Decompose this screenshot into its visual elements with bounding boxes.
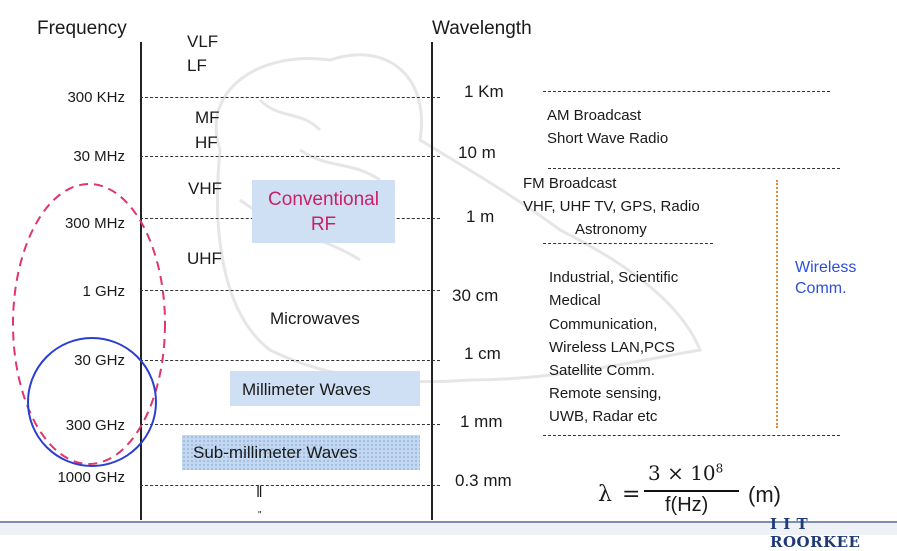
- frequency-axis-line: [140, 42, 142, 520]
- millimeter-waves-box: [230, 371, 420, 406]
- band-vlf: VLF: [187, 32, 219, 51]
- app-vhf-uhf-tv: VHF, UHF TV, GPS, Radio: [523, 198, 700, 215]
- separator-am-fm: [548, 168, 840, 169]
- conventional-rf-label: Conventional RF: [252, 187, 395, 237]
- freq-tick-label: 300 KHz: [67, 89, 125, 106]
- app-medical: Medical: [549, 292, 601, 309]
- gridline-1ghz: [140, 290, 440, 291]
- continuation-mark: ‖: [256, 484, 263, 501]
- iit-roorkee-logo: I I T ROORKEE: [770, 515, 861, 551]
- formula-numerator: 3 × 108: [648, 461, 723, 485]
- highlight-overlay: [12, 183, 166, 467]
- wavelength-label: 1 cm: [464, 344, 501, 363]
- band-mf: MF: [195, 108, 220, 127]
- gridline-300khz: [140, 97, 440, 98]
- app-uwb-radar: UWB, Radar etc: [549, 408, 658, 425]
- millimeter-waves-label: Millimeter Waves: [242, 380, 371, 399]
- app-remote-sensing: Remote sensing,: [549, 385, 662, 402]
- wavelength-label: 1 m: [466, 207, 495, 226]
- freq-tick-label: 1 GHz: [82, 283, 125, 300]
- formula-numerator-base: 3 × 10: [648, 461, 716, 485]
- submillimeter-waves-box: [182, 435, 420, 470]
- formula-exponent: 8: [715, 461, 724, 476]
- conventional-rf-line1: Conventional: [268, 189, 379, 210]
- conventional-rf-box: [252, 180, 395, 243]
- frequency-header: Frequency: [37, 18, 127, 39]
- band-microwaves: Microwaves: [270, 309, 360, 328]
- wavelength-header: Wavelength: [432, 18, 532, 39]
- freq-tick-label: 30 MHz: [73, 148, 125, 165]
- app-astronomy: Astronomy: [575, 221, 647, 238]
- wavelength-label: 0.3 mm: [455, 471, 512, 490]
- freq-tick-label: 300 MHz: [64, 215, 125, 232]
- wavelength-label: 1 mm: [460, 412, 503, 431]
- gridline-30mhz: [140, 156, 440, 157]
- wavelength-axis-line: [431, 42, 433, 520]
- wireless-line1: Wireless: [795, 259, 857, 276]
- continuation-mark-small: ": [258, 510, 262, 521]
- band-hf: HF: [195, 133, 218, 152]
- app-wireless-lan: Wireless LAN,PCS: [549, 339, 675, 356]
- gridline-300ghz: [140, 424, 440, 425]
- band-vhf: VHF: [188, 179, 222, 198]
- band-uhf: UHF: [187, 249, 222, 268]
- separator-am-top: [543, 91, 830, 92]
- gridline-30ghz: [140, 360, 440, 361]
- band-lf: LF: [187, 56, 207, 75]
- gridline-1000ghz: [140, 485, 440, 486]
- formula-unit: (m): [748, 482, 781, 507]
- formula-equals: =: [622, 482, 641, 507]
- wavelength-label: 10 m: [458, 143, 496, 162]
- wireless-line2: Comm.: [795, 280, 847, 297]
- pink-dashed-ellipse: [12, 183, 166, 465]
- wireless-comm-label: Wireless Comm.: [795, 257, 856, 299]
- wireless-bracket-line: [776, 180, 778, 428]
- app-short-wave: Short Wave Radio: [547, 130, 669, 147]
- freq-tick-label: 30 GHz: [74, 352, 125, 369]
- app-satellite: Satellite Comm.: [549, 362, 655, 379]
- blue-circle: [27, 337, 157, 467]
- conventional-rf-line2: RF: [310, 214, 337, 235]
- submillimeter-waves-label: Sub-millimeter Waves: [193, 443, 358, 462]
- formula-denominator: f(Hz): [665, 494, 709, 516]
- app-industrial: Industrial, Scientific: [549, 269, 679, 286]
- app-am-broadcast: AM Broadcast: [547, 107, 642, 124]
- freq-tick-label: 300 GHz: [65, 417, 125, 434]
- footer-bar: [0, 522, 897, 535]
- app-communication: Communication,: [549, 316, 658, 333]
- freq-tick-label: 1000 GHz: [57, 469, 125, 486]
- formula-fraction-bar: [644, 490, 739, 492]
- separator-bottom: [543, 435, 840, 436]
- lambda-symbol: λ: [598, 482, 612, 507]
- footer-line: [0, 521, 897, 523]
- separator-fm-industrial: [543, 243, 713, 244]
- wavelength-label: 1 Km: [464, 82, 504, 101]
- app-fm-broadcast: FM Broadcast: [523, 175, 617, 192]
- wavelength-label: 30 cm: [452, 286, 499, 305]
